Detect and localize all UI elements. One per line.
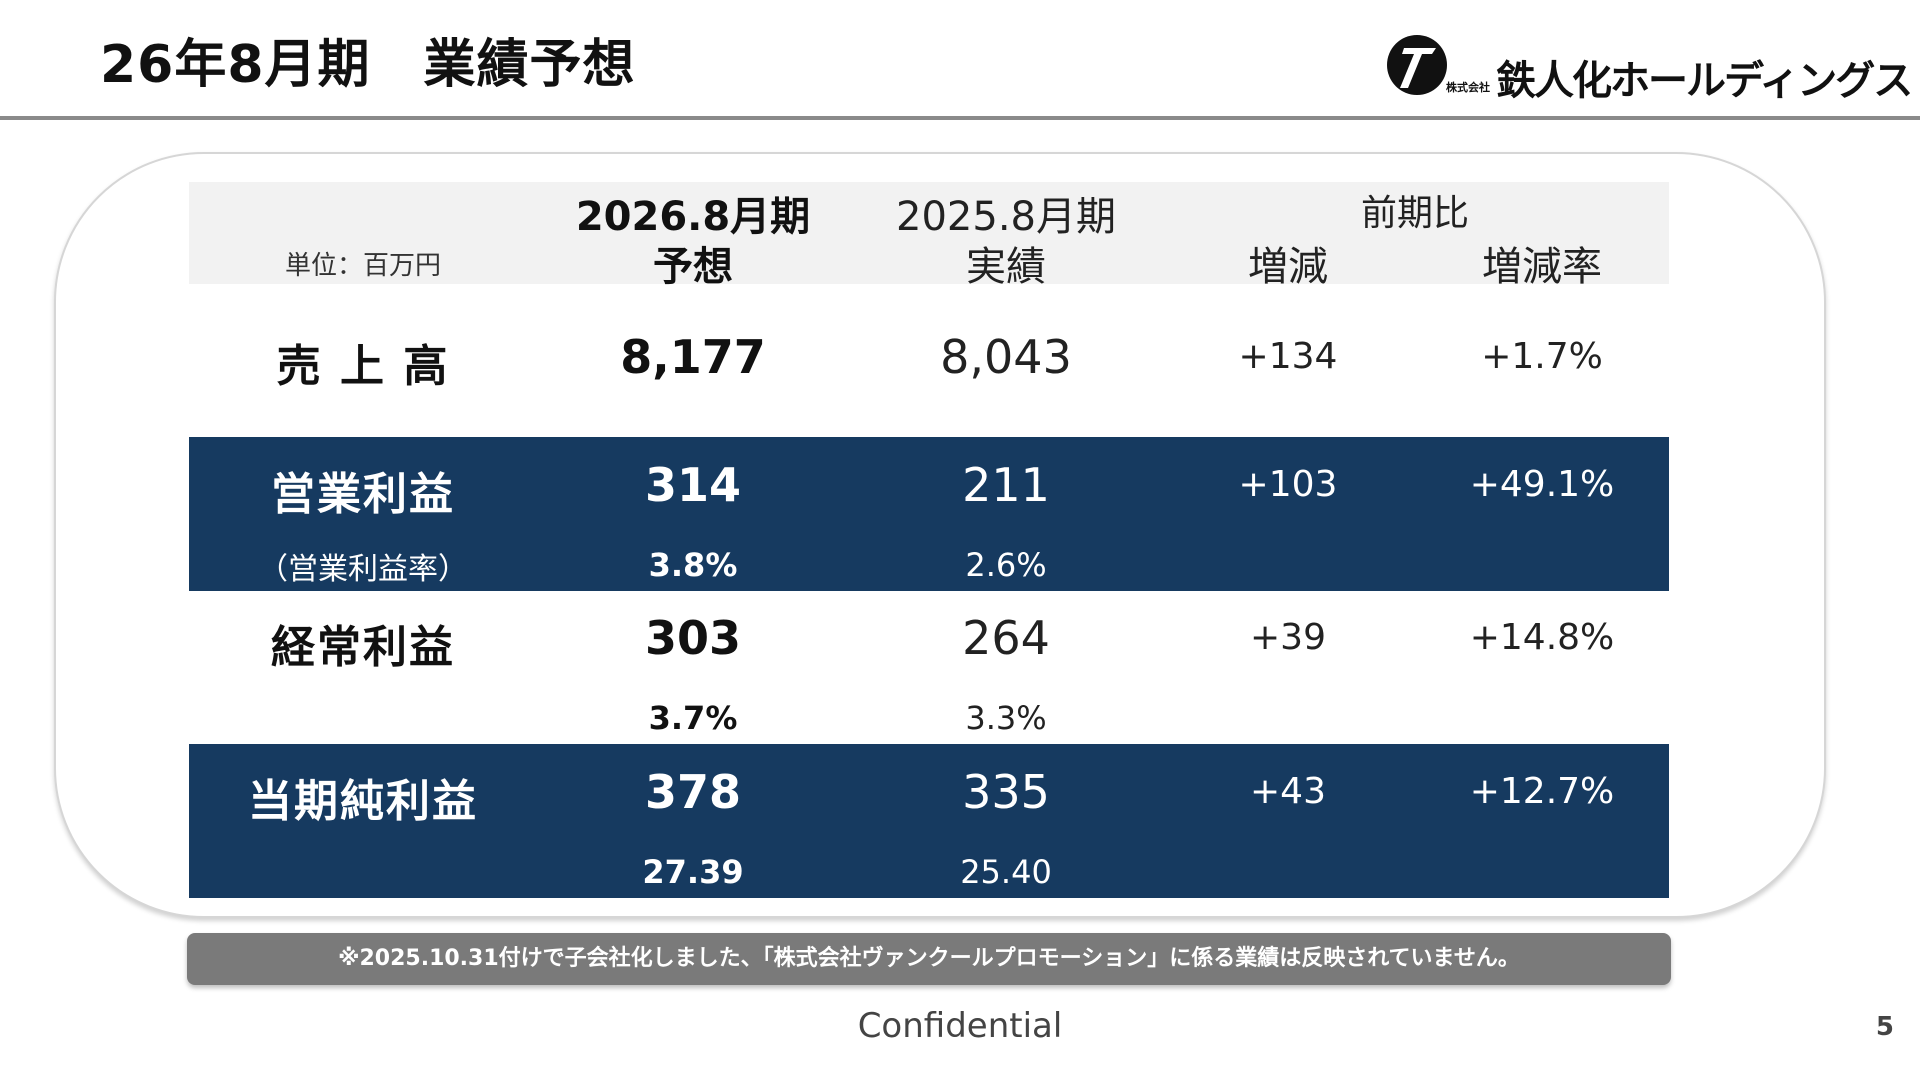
row-ordinary-forecast: 303	[644, 611, 742, 665]
row-ordinary-margin-actual: 3.3%	[965, 699, 1047, 737]
row-net-rate: +12.7%	[1469, 771, 1615, 812]
row-sales-rate: +1.7%	[1481, 336, 1603, 377]
row-operating-margin-label: （営業利益率）	[258, 552, 468, 587]
logo-company-name: 鉄人化ホールディングス	[1496, 58, 1913, 104]
row-ordinary-actual: 264	[962, 611, 1050, 665]
col-actual-period: 2025.8月期	[896, 194, 1116, 240]
col-yoy: 前期比	[1360, 193, 1470, 234]
header-divider	[0, 116, 1920, 120]
page-number: 5	[1875, 1012, 1894, 1042]
row-net-forecast: 378	[644, 765, 742, 819]
slide-header: 26年8月期 業績予想 株式会社 鉄人化ホールディングス	[0, 0, 1920, 122]
row-ordinary-diff: +39	[1250, 617, 1326, 658]
col-forecast-period: 2026.8月期	[575, 194, 811, 240]
row-sales-label: 売 上 高	[276, 341, 450, 392]
unit-label: 単位：百万円	[284, 251, 442, 281]
company-logo: 株式会社 鉄人化ホールディングス	[1386, 34, 1913, 104]
col-actual-type: 実績	[966, 244, 1046, 290]
row-sales-diff: +134	[1238, 336, 1338, 377]
row-ordinary-rate: +14.8%	[1469, 617, 1615, 658]
col-rate: 増減率	[1482, 244, 1602, 290]
row-net-eps-forecast: 27.39	[642, 853, 744, 891]
confidential-footer: Confidential	[857, 1006, 1063, 1046]
col-forecast-type: 予想	[653, 244, 733, 290]
row-operating-forecast: 314	[644, 458, 742, 512]
row-net-eps-actual: 25.40	[960, 853, 1052, 891]
row-net-label: 当期純利益	[248, 776, 478, 827]
footnote-banner: ※2025.10.31付けで子会社化しました、「株式会社ヴァンクールプロモーショ…	[187, 933, 1671, 985]
row-sales-forecast: 8,177	[620, 330, 766, 384]
page-title: 26年8月期 業績予想	[100, 35, 636, 95]
row-net-diff: +43	[1250, 771, 1326, 812]
table-header-band	[189, 182, 1669, 284]
row-sales-actual: 8,043	[940, 330, 1072, 384]
row-ordinary-margin-forecast: 3.7%	[648, 699, 738, 737]
col-diff: 増減	[1248, 244, 1328, 290]
row-net-actual: 335	[962, 765, 1050, 819]
row-operating-actual: 211	[962, 458, 1050, 512]
row-net-band	[189, 744, 1669, 898]
row-operating-margin-actual: 2.6%	[965, 546, 1047, 584]
row-operating-rate: +49.1%	[1469, 464, 1615, 505]
row-operating-margin-forecast: 3.8%	[648, 546, 738, 584]
logo-small-text: 株式会社	[1446, 81, 1490, 94]
logo-mark-icon	[1387, 35, 1447, 95]
row-ordinary-label: 経常利益	[271, 622, 455, 673]
row-operating-diff: +103	[1238, 464, 1338, 505]
row-operating-band	[189, 437, 1669, 591]
row-operating-label: 営業利益	[271, 469, 455, 520]
